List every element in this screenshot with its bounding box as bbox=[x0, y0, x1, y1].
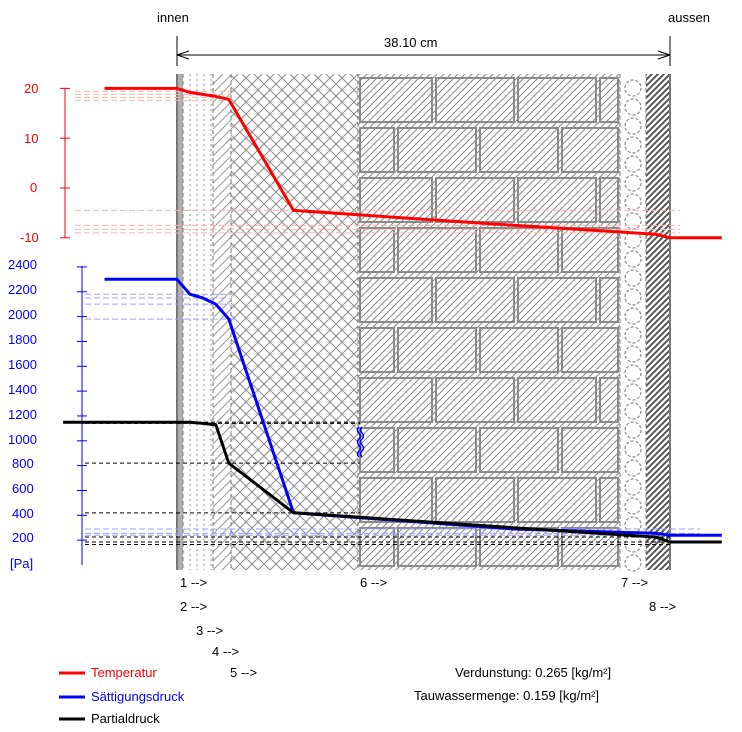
layer-label-8: 8 --> bbox=[649, 600, 676, 614]
axis-ticks bbox=[60, 88, 87, 540]
pressure-tick-1600: 1600 bbox=[8, 358, 37, 372]
label-inside: innen bbox=[157, 11, 189, 25]
layer-2 bbox=[183, 74, 213, 570]
layer-label-6: 6 --> bbox=[360, 576, 387, 590]
pressure-tick-600: 600 bbox=[12, 482, 34, 496]
pressure-unit: [Pa] bbox=[10, 557, 33, 571]
layer-label-1: 1 --> bbox=[180, 576, 207, 590]
pressure-tick-1200: 1200 bbox=[8, 408, 37, 422]
temperature-axis bbox=[0, 0, 65, 238]
label-thickness: 38.10 cm bbox=[384, 36, 437, 50]
result-verdunstung-value: 0.265 [kg/m²] bbox=[535, 665, 611, 680]
legend-label-saettigungsdruck: Sättigungsdruck bbox=[91, 690, 184, 704]
pressure-tick-2400: 2400 bbox=[8, 258, 37, 272]
layer-8-cladding bbox=[646, 74, 670, 570]
pressure-tick-800: 800 bbox=[12, 457, 34, 471]
layer-label-4: 4 --> bbox=[212, 645, 239, 659]
result-tauwassermenge-value: 0.159 [kg/m²] bbox=[523, 688, 599, 703]
legend-label-partialdruck: Partialdruck bbox=[91, 712, 160, 726]
temp-tick-0: 0 bbox=[30, 181, 37, 195]
layer-label-5: 5 --> bbox=[230, 666, 257, 680]
result-verdunstung: Verdunstung: 0.265 [kg/m²] bbox=[455, 666, 611, 680]
pressure-tick-1800: 1800 bbox=[8, 333, 37, 347]
pressure-tick-1000: 1000 bbox=[8, 433, 37, 447]
temp-tick-20: 20 bbox=[24, 82, 38, 96]
temp-tick-minus10: -10 bbox=[20, 231, 39, 245]
result-tauwassermenge-label: Tauwassermenge: bbox=[414, 688, 520, 703]
layer-label-3: 3 --> bbox=[196, 624, 223, 638]
layer-5-insulation bbox=[231, 74, 358, 570]
result-tauwassermenge: Tauwassermenge: 0.159 [kg/m²] bbox=[414, 689, 599, 703]
result-verdunstung-label: Verdunstung: bbox=[455, 665, 532, 680]
label-outside: aussen bbox=[668, 11, 710, 25]
wall-layers bbox=[177, 74, 670, 571]
layer-label-7: 7 --> bbox=[621, 576, 648, 590]
pressure-tick-400: 400 bbox=[12, 507, 34, 521]
pressure-tick-1400: 1400 bbox=[8, 383, 37, 397]
layer-label-2: 2 --> bbox=[180, 600, 207, 614]
legend-label-temperatur: Temperatur bbox=[91, 666, 157, 680]
pressure-tick-2000: 2000 bbox=[8, 308, 37, 322]
temp-tick-10: 10 bbox=[24, 132, 38, 146]
pressure-tick-2200: 2200 bbox=[8, 283, 37, 297]
pressure-tick-200: 200 bbox=[12, 531, 34, 545]
